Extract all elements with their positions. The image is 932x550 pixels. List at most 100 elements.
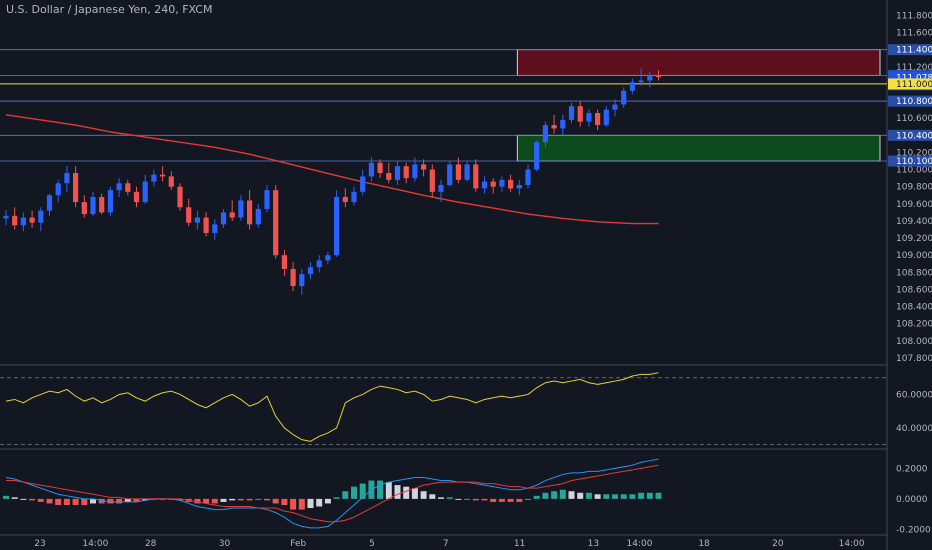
candle-body — [481, 181, 488, 189]
macd-histogram-bar — [525, 498, 531, 500]
macd-signal-line — [6, 464, 659, 523]
macd-histogram-bar — [272, 498, 279, 504]
price-label-bg — [888, 129, 932, 141]
candles-group — [3, 68, 662, 295]
candle-body — [595, 113, 601, 126]
candle-body — [534, 142, 540, 170]
macd-histogram-bar — [542, 492, 549, 499]
candle-body — [46, 195, 53, 211]
macd-histogram-bar — [37, 498, 44, 502]
candle-body — [3, 215, 9, 219]
candle-body — [38, 210, 44, 223]
macd-histogram-bar — [594, 494, 601, 499]
candle-body — [473, 164, 479, 189]
macd-tick-label: -0.2000 — [896, 525, 931, 535]
macd-histogram-bar — [490, 498, 497, 502]
macd-histogram-bar — [481, 498, 488, 501]
time-tick-label: 7 — [443, 539, 449, 549]
candle-body — [151, 174, 157, 182]
macd-histogram-bar — [577, 492, 584, 499]
time-tick-label: Feb — [290, 539, 306, 549]
candle-body — [508, 179, 514, 189]
candle-body — [638, 80, 644, 83]
price-label-bg — [888, 71, 932, 83]
candle-body — [334, 196, 340, 256]
macd-histogram-bar — [81, 498, 88, 505]
macd-histogram-bar — [63, 498, 70, 505]
macd-histogram-bar — [629, 494, 636, 499]
time-tick-label: 23 — [34, 539, 45, 549]
candle-body — [412, 164, 418, 179]
price-label-bg — [888, 44, 932, 56]
candle-body — [73, 173, 79, 203]
price-tick-label: 109.600 — [896, 200, 932, 210]
macd-histogram-bar — [464, 498, 471, 500]
candle-body — [516, 184, 522, 189]
macd-histogram-bar — [298, 498, 305, 510]
price-tick-label: 111.200 — [896, 63, 932, 73]
macd-histogram-bar — [585, 492, 592, 499]
candle-body — [525, 169, 531, 185]
candle-body — [133, 191, 140, 203]
price-tick-label: 110.200 — [896, 148, 932, 158]
candle-body — [107, 190, 113, 213]
rsi-tick-label: 60.0000 — [896, 390, 932, 400]
macd-histogram-bar — [455, 498, 462, 500]
time-tick-label: 14:00 — [839, 539, 865, 549]
macd-histogram-bar — [498, 498, 505, 502]
macd-histogram-bar — [516, 498, 523, 502]
macd-histogram-bar — [90, 498, 96, 504]
candle-body — [586, 113, 592, 122]
candle-body — [386, 173, 392, 180]
macd-histogram-bar — [351, 486, 357, 499]
price-tick-label: 109.800 — [896, 183, 932, 193]
price-label-bg — [888, 95, 932, 107]
candle-body — [55, 183, 61, 196]
candle-body — [455, 164, 461, 180]
candle-body — [542, 125, 548, 143]
candle-body — [290, 268, 296, 287]
macd-histogram-bar — [264, 498, 270, 501]
macd-histogram-bar — [394, 485, 401, 499]
candle-body — [490, 181, 496, 187]
candle-body — [273, 190, 279, 256]
macd-tick-label: 0.2000 — [896, 464, 928, 474]
candle-body — [64, 173, 70, 184]
candle-body — [438, 184, 444, 192]
macd-histogram-bar — [72, 498, 79, 505]
macd-histogram-bar — [211, 498, 218, 504]
candle-body — [603, 109, 609, 126]
candle-body — [177, 186, 183, 208]
price-tick-label: 107.800 — [896, 354, 932, 364]
macd-histogram-bar — [255, 498, 262, 500]
candle-body — [447, 164, 453, 185]
candle-body — [281, 255, 287, 269]
macd-histogram-bar — [603, 494, 610, 499]
candle-body — [377, 162, 383, 174]
candle-body — [99, 196, 105, 213]
price-label: 110.400 — [896, 131, 932, 141]
candle-body — [29, 217, 35, 223]
macd-histogram-bar — [133, 498, 140, 502]
macd-histogram-bar — [359, 483, 366, 499]
support-zone — [516, 134, 881, 162]
candle-body — [403, 166, 409, 179]
macd-histogram-bar — [142, 498, 149, 501]
candle-body — [186, 207, 192, 223]
macd-histogram-bar — [438, 497, 444, 499]
macd-histogram-bar — [385, 482, 392, 499]
candle-body — [212, 224, 218, 233]
macd-histogram-bar — [472, 498, 479, 501]
macd-histogram-bar — [533, 495, 540, 499]
macd-histogram-bar — [281, 498, 288, 505]
price-label: 111.400 — [896, 46, 932, 56]
macd-histogram-bar — [107, 498, 114, 504]
macd-histogram-bar — [559, 489, 566, 499]
candle-body — [238, 200, 244, 218]
price-label-bg — [888, 78, 932, 90]
macd-histogram-bar — [203, 498, 210, 504]
macd-histogram-bar — [403, 486, 410, 499]
candle-body — [629, 82, 635, 91]
price-tick-label: 109.400 — [896, 217, 932, 227]
